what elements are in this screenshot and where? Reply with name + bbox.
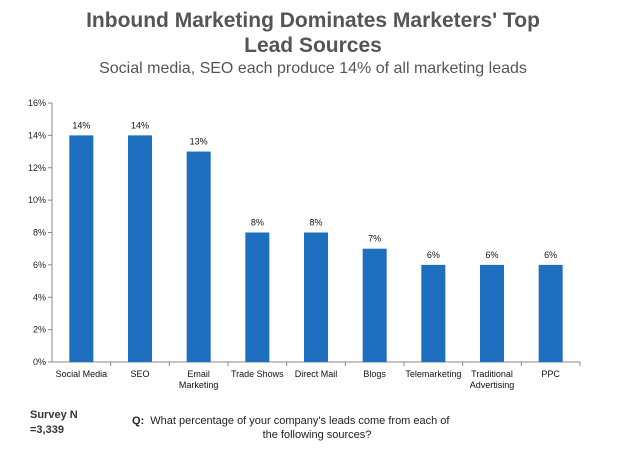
x-tick-label: Blogs bbox=[363, 369, 386, 379]
x-tick-label: Direct Mail bbox=[295, 369, 338, 379]
data-label: 14% bbox=[72, 120, 90, 130]
survey-size: Survey N =3,339 bbox=[30, 408, 78, 438]
y-tick-label: 8% bbox=[33, 228, 46, 238]
survey-line-1: Survey N bbox=[30, 409, 78, 421]
chart-subtitle: Social media, SEO each produce 14% of al… bbox=[99, 60, 527, 77]
bar bbox=[245, 232, 270, 362]
y-tick-label: 2% bbox=[33, 325, 46, 335]
data-label: 6% bbox=[427, 250, 440, 260]
x-tick-label: PPC bbox=[541, 369, 560, 379]
y-tick-label: 10% bbox=[28, 195, 46, 205]
survey-question: Q: What percentage of your company's lead… bbox=[132, 414, 472, 442]
question-line-1: What percentage of your company's leads … bbox=[150, 415, 450, 427]
x-tick-label: Social Media bbox=[56, 369, 108, 379]
bar bbox=[69, 135, 94, 362]
bar bbox=[186, 151, 211, 362]
y-tick-label: 6% bbox=[33, 260, 46, 270]
data-label: 7% bbox=[368, 234, 381, 244]
chart-title: Inbound Marketing Dominates Marketers' T… bbox=[0, 8, 626, 58]
data-label: 6% bbox=[544, 250, 557, 260]
bar bbox=[128, 135, 152, 362]
question-line-2: the following sources? bbox=[262, 429, 372, 441]
bar bbox=[421, 264, 446, 362]
y-tick-label: 0% bbox=[33, 357, 46, 367]
data-label: 6% bbox=[485, 250, 498, 260]
bar bbox=[362, 248, 387, 362]
x-tick-label: Email Marketing bbox=[179, 369, 219, 390]
y-tick-label: 16% bbox=[28, 98, 46, 108]
y-tick-label: 4% bbox=[33, 292, 46, 302]
bar bbox=[304, 232, 328, 362]
data-label: 8% bbox=[309, 218, 322, 228]
question-label: Q: bbox=[132, 415, 145, 427]
x-tick-label: Telemarketing bbox=[405, 369, 461, 379]
y-tick-label: 12% bbox=[28, 163, 46, 173]
x-tick-label: Traditional Advertising bbox=[470, 369, 515, 390]
data-label: 14% bbox=[131, 120, 149, 130]
bar bbox=[480, 264, 504, 362]
survey-line-2: =3,339 bbox=[30, 424, 64, 436]
data-label: 13% bbox=[190, 137, 208, 147]
title-line-2: Lead Sources bbox=[244, 34, 382, 57]
data-label: 8% bbox=[251, 218, 264, 228]
title-line-1: Inbound Marketing Dominates Marketers' T… bbox=[86, 9, 540, 32]
y-tick-label: 14% bbox=[28, 130, 46, 140]
x-tick-label: SEO bbox=[130, 369, 149, 379]
x-tick-label: Trade Shows bbox=[231, 369, 284, 379]
bar bbox=[538, 264, 563, 362]
